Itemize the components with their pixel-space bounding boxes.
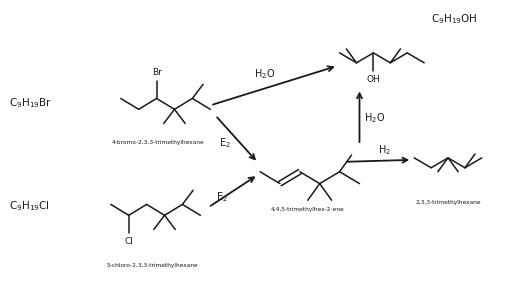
Text: E$_2$: E$_2$ bbox=[216, 191, 228, 204]
Text: Br: Br bbox=[152, 68, 162, 77]
Text: OH: OH bbox=[366, 75, 380, 84]
Text: 2,3,3-trimethylhexane: 2,3,3-trimethylhexane bbox=[415, 200, 481, 205]
Text: 5-chloro-2,3,3-trimethylhexane: 5-chloro-2,3,3-trimethylhexane bbox=[107, 263, 198, 268]
Text: 4,4,5-trimethylhex-2-ene: 4,4,5-trimethylhex-2-ene bbox=[271, 207, 344, 212]
Text: C$_9$H$_{19}$Br: C$_9$H$_{19}$Br bbox=[9, 96, 52, 110]
Text: H$_2$O: H$_2$O bbox=[364, 111, 385, 125]
Text: E$_2$: E$_2$ bbox=[219, 136, 231, 150]
Text: H$_2$O: H$_2$O bbox=[255, 67, 276, 81]
Text: H$_2$: H$_2$ bbox=[378, 143, 391, 157]
Text: C$_9$H$_{19}$OH: C$_9$H$_{19}$OH bbox=[430, 12, 477, 26]
Text: C$_9$H$_{19}$Cl: C$_9$H$_{19}$Cl bbox=[9, 199, 50, 213]
Text: 4-bromo-2,3,3-trimethylhexane: 4-bromo-2,3,3-trimethylhexane bbox=[112, 139, 205, 145]
Text: Cl: Cl bbox=[124, 237, 133, 246]
